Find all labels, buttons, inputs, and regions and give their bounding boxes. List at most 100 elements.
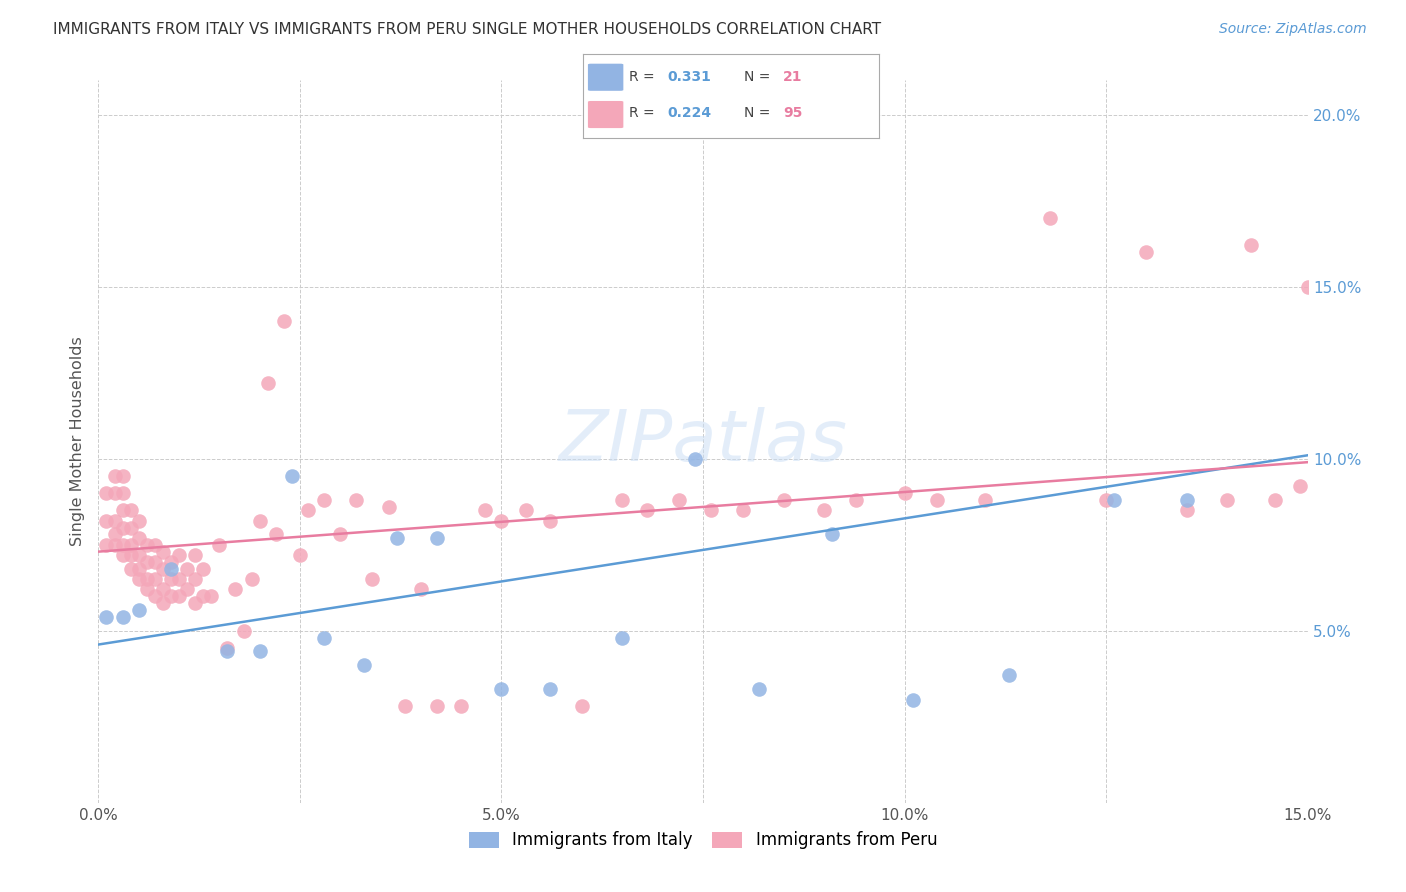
Point bbox=[152, 582, 174, 597]
Point bbox=[998, 668, 1021, 682]
Point bbox=[474, 503, 496, 517]
Point bbox=[143, 572, 166, 586]
Point bbox=[160, 562, 183, 576]
Point bbox=[377, 500, 399, 514]
Point bbox=[193, 590, 215, 604]
Point bbox=[845, 493, 868, 508]
Point bbox=[135, 572, 157, 586]
Point bbox=[515, 503, 537, 517]
Point bbox=[1039, 211, 1062, 225]
Point bbox=[394, 699, 416, 714]
Point bbox=[273, 314, 295, 328]
Point bbox=[612, 493, 634, 508]
Point bbox=[538, 682, 561, 697]
Text: 21: 21 bbox=[783, 70, 803, 84]
Point bbox=[96, 486, 118, 500]
Text: R =: R = bbox=[630, 106, 659, 120]
Point bbox=[111, 520, 134, 534]
Point bbox=[120, 548, 142, 562]
Text: IMMIGRANTS FROM ITALY VS IMMIGRANTS FROM PERU SINGLE MOTHER HOUSEHOLDS CORRELATI: IMMIGRANTS FROM ITALY VS IMMIGRANTS FROM… bbox=[53, 22, 882, 37]
Point bbox=[353, 658, 375, 673]
Text: N =: N = bbox=[744, 70, 775, 84]
Point bbox=[264, 527, 287, 541]
Point bbox=[821, 527, 844, 541]
Point bbox=[491, 682, 513, 697]
Point bbox=[128, 548, 150, 562]
Y-axis label: Single Mother Households: Single Mother Households bbox=[69, 336, 84, 547]
Point bbox=[240, 572, 263, 586]
Text: N =: N = bbox=[744, 106, 775, 120]
Point bbox=[491, 514, 513, 528]
Point bbox=[1095, 493, 1118, 508]
Text: 0.331: 0.331 bbox=[668, 70, 711, 84]
Text: ZIPatlas: ZIPatlas bbox=[558, 407, 848, 476]
Point bbox=[120, 520, 142, 534]
Point bbox=[103, 538, 125, 552]
Point bbox=[385, 531, 408, 545]
Point bbox=[143, 590, 166, 604]
Point bbox=[772, 493, 794, 508]
Point bbox=[120, 562, 142, 576]
Point bbox=[143, 555, 166, 569]
Legend: Immigrants from Italy, Immigrants from Peru: Immigrants from Italy, Immigrants from P… bbox=[463, 824, 943, 856]
FancyBboxPatch shape bbox=[588, 101, 623, 128]
Point bbox=[111, 538, 134, 552]
Point bbox=[1135, 245, 1157, 260]
Point bbox=[160, 590, 183, 604]
Point bbox=[96, 514, 118, 528]
Point bbox=[96, 610, 118, 624]
Point bbox=[314, 493, 336, 508]
Point bbox=[1102, 493, 1125, 508]
Point bbox=[426, 699, 449, 714]
Point bbox=[111, 486, 134, 500]
Point bbox=[167, 548, 190, 562]
Point bbox=[103, 486, 125, 500]
Point bbox=[1264, 493, 1286, 508]
FancyBboxPatch shape bbox=[588, 63, 623, 91]
Point bbox=[813, 503, 835, 517]
Point bbox=[901, 692, 924, 706]
Point bbox=[200, 590, 222, 604]
Point bbox=[256, 376, 278, 390]
Point bbox=[288, 548, 311, 562]
Point bbox=[167, 572, 190, 586]
Point bbox=[925, 493, 948, 508]
Point bbox=[249, 644, 271, 658]
Point bbox=[249, 514, 271, 528]
Point bbox=[167, 590, 190, 604]
Point bbox=[224, 582, 246, 597]
Point bbox=[281, 469, 304, 483]
Text: 95: 95 bbox=[783, 106, 803, 120]
Point bbox=[329, 527, 352, 541]
Point bbox=[184, 572, 207, 586]
Point bbox=[128, 514, 150, 528]
Point bbox=[409, 582, 432, 597]
Point bbox=[1288, 479, 1310, 493]
Point bbox=[176, 562, 198, 576]
Point bbox=[344, 493, 367, 508]
Point bbox=[700, 503, 723, 517]
Point bbox=[426, 531, 449, 545]
Point bbox=[135, 582, 157, 597]
Point bbox=[152, 544, 174, 558]
Point bbox=[160, 555, 183, 569]
Point bbox=[571, 699, 593, 714]
Point bbox=[450, 699, 472, 714]
Point bbox=[96, 538, 118, 552]
Point bbox=[232, 624, 254, 638]
Point bbox=[733, 503, 755, 517]
Point bbox=[193, 562, 215, 576]
Point bbox=[176, 582, 198, 597]
Point bbox=[314, 631, 336, 645]
Point bbox=[612, 631, 634, 645]
Text: Source: ZipAtlas.com: Source: ZipAtlas.com bbox=[1219, 22, 1367, 37]
Point bbox=[1216, 493, 1239, 508]
Point bbox=[538, 514, 561, 528]
Point bbox=[111, 548, 134, 562]
Point bbox=[1240, 238, 1263, 252]
Point bbox=[128, 531, 150, 545]
Point bbox=[1175, 493, 1198, 508]
Point bbox=[111, 469, 134, 483]
Point bbox=[668, 493, 690, 508]
Point bbox=[111, 503, 134, 517]
